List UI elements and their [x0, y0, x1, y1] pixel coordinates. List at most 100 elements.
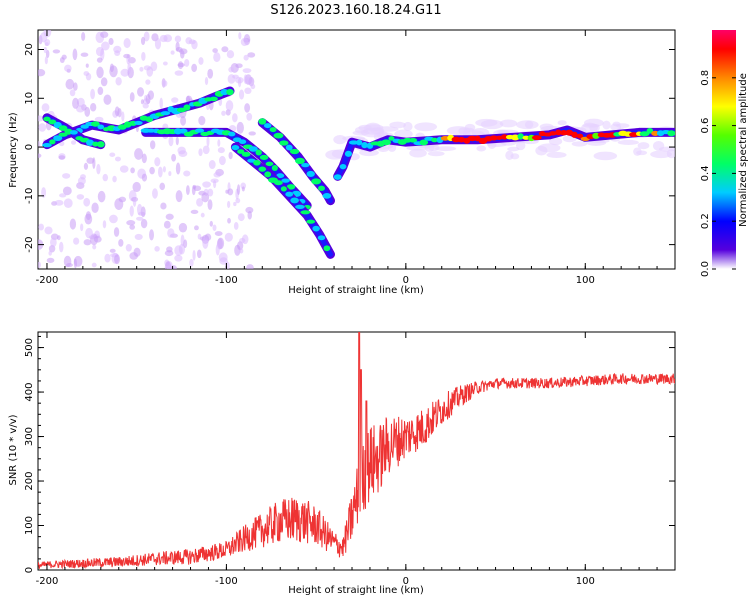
background-speckle: [236, 184, 241, 196]
background-speckle: [113, 227, 120, 237]
background-speckle: [38, 261, 41, 268]
ridge: [230, 142, 335, 259]
background-speckle: [197, 233, 202, 240]
background-speckle: [100, 77, 108, 87]
background-speckle: [44, 226, 53, 235]
background-speckle: [394, 129, 413, 139]
background-speckle: [69, 89, 76, 97]
y-tick-label: 300: [24, 427, 35, 446]
ridge-cell: [517, 133, 524, 140]
background-speckle: [214, 231, 223, 236]
background-speckle: [414, 122, 438, 132]
background-speckle: [164, 261, 172, 269]
background-speckle: [132, 181, 141, 193]
background-speckle: [507, 146, 520, 152]
background-speckle: [225, 189, 229, 194]
background-speckle: [109, 214, 118, 224]
x-tick-label: -100: [215, 576, 238, 587]
background-speckle: [233, 221, 239, 230]
y-tick-label: -10: [24, 188, 35, 204]
background-speckle: [91, 262, 97, 268]
background-speckle: [202, 237, 209, 249]
ridge-cell: [306, 170, 315, 177]
background-speckle: [243, 74, 248, 85]
background-speckle: [114, 156, 121, 162]
background-speckle: [480, 119, 504, 130]
background-speckle: [206, 136, 210, 147]
ridge-cell: [311, 178, 322, 185]
background-speckle: [178, 222, 188, 233]
background-speckle: [80, 52, 89, 57]
background-speckle: [92, 157, 96, 169]
ridge-cell: [43, 116, 51, 122]
x-tick-label: -200: [36, 275, 59, 286]
background-speckle: [114, 198, 124, 211]
background-speckle: [58, 155, 66, 160]
background-speckle: [217, 147, 225, 154]
ridge-cell: [69, 130, 78, 135]
background-speckle: [62, 186, 72, 196]
background-speckle: [524, 120, 534, 129]
background-speckle: [114, 50, 121, 57]
chart-title: S126.2023.160.18.24.G11: [270, 3, 441, 18]
spectrogram-frame: [37, 29, 676, 270]
background-speckle: [434, 146, 457, 152]
background-speckle: [548, 137, 563, 146]
y-tick-label: 0: [24, 567, 35, 573]
background-speckle: [123, 38, 131, 49]
background-speckle: [237, 77, 242, 88]
background-speckle: [325, 149, 345, 160]
ridge-cell: [58, 132, 68, 137]
background-speckle: [183, 239, 188, 248]
x-tick-label: 100: [576, 275, 595, 286]
background-speckle: [168, 135, 174, 147]
background-speckle: [45, 49, 50, 59]
background-speckle: [208, 160, 216, 170]
background-speckle: [145, 94, 151, 105]
background-speckle: [162, 80, 168, 87]
background-speckle: [175, 162, 181, 175]
background-speckle: [85, 63, 89, 68]
background-speckle: [165, 213, 174, 220]
background-speckle: [539, 123, 554, 131]
background-speckle: [159, 182, 166, 191]
background-speckle: [615, 123, 630, 129]
ridge-cell: [194, 128, 205, 133]
background-speckle: [244, 87, 252, 95]
background-speckle: [238, 89, 245, 100]
background-speckle: [134, 148, 144, 160]
ridge-cell: [318, 185, 325, 191]
background-speckle: [248, 131, 256, 136]
background-speckle: [189, 258, 194, 267]
background-speckle: [232, 113, 238, 123]
background-speckle: [213, 52, 221, 63]
ridge-cell: [48, 119, 57, 125]
ridge-cell: [253, 160, 261, 166]
background-speckle: [127, 57, 136, 64]
background-speckle: [109, 248, 116, 253]
background-speckle: [145, 79, 151, 85]
background-speckle: [50, 237, 57, 248]
background-speckle: [171, 153, 177, 162]
snr-line: [38, 332, 675, 570]
background-speckle: [146, 66, 154, 77]
background-speckle: [228, 66, 234, 73]
colorbar-tick-label: 0.2: [700, 213, 711, 229]
y-tick-label: 400: [24, 383, 35, 402]
background-speckle: [96, 163, 101, 175]
ridge-cell: [457, 136, 466, 143]
background-speckle: [132, 196, 137, 207]
background-speckle: [225, 100, 234, 112]
background-speckle: [240, 182, 247, 190]
background-speckle: [243, 54, 249, 61]
ridge-cell: [571, 131, 578, 138]
background-speckle: [38, 141, 41, 149]
ridge-cell: [42, 142, 52, 148]
ridge: [42, 113, 106, 150]
background-speckle: [183, 170, 191, 177]
background-speckle: [162, 61, 168, 66]
x-tick-label: -200: [36, 576, 59, 587]
background-speckle: [175, 190, 183, 203]
ridge-cell: [97, 124, 105, 130]
